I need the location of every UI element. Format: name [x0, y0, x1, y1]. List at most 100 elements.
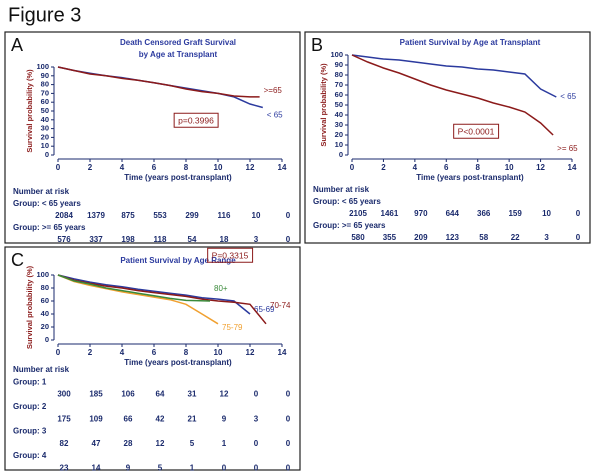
x-tick-label: 8 [184, 348, 189, 357]
figure-title: Figure 3 [8, 4, 81, 26]
risk-count: 0 [286, 390, 291, 399]
x-tick-label: 0 [56, 348, 61, 357]
survival-curve [57, 274, 219, 325]
survival-curve [57, 274, 267, 325]
panel-frame [304, 31, 591, 244]
y-tick-label: 30 [41, 124, 49, 133]
risk-count: 0 [576, 209, 581, 218]
risk-count: 3 [254, 414, 259, 423]
chart-title: Death Censored Graft Survival [120, 38, 236, 47]
y-tick-label: 0 [45, 335, 49, 344]
y-tick-label: 60 [41, 97, 49, 106]
risk-count: 355 [383, 233, 397, 242]
risk-count: 0 [254, 439, 259, 448]
x-tick-label: 6 [444, 163, 449, 172]
y-tick-label: 20 [335, 130, 343, 139]
risk-count: 198 [121, 235, 135, 244]
risk-count: 299 [185, 211, 199, 220]
y-tick-label: 10 [335, 140, 343, 149]
chart-title: Patient Survival by Age Range [120, 256, 236, 265]
survival-curve [351, 54, 557, 98]
x-tick-label: 6 [152, 348, 157, 357]
curve-label: >= 65 [557, 144, 578, 153]
risk-count: 66 [124, 414, 133, 423]
risk-count: 118 [154, 235, 167, 244]
panel-letter: A [11, 35, 23, 55]
risk-count: 5 [190, 439, 195, 448]
panel-letter: C [11, 250, 24, 270]
p-value-box [173, 112, 219, 128]
risk-count: 1461 [381, 209, 399, 218]
risk-table-title: Number at risk [13, 365, 70, 374]
risk-count: 3 [254, 235, 259, 244]
risk-group-label: Group: 4 [13, 451, 47, 460]
x-tick-label: 2 [88, 348, 93, 357]
y-tick-label: 60 [41, 296, 49, 305]
risk-group-label: Group: < 65 years [13, 199, 81, 208]
risk-count: 109 [89, 414, 103, 423]
curve-label: 65-69 [254, 305, 275, 314]
p-value-box [207, 247, 254, 263]
y-tick-label: 100 [330, 50, 343, 59]
risk-group-label: Group: < 65 years [313, 197, 381, 206]
y-tick-label: 30 [335, 120, 343, 129]
y-tick-label: 50 [41, 106, 49, 115]
risk-count: 580 [351, 233, 365, 242]
risk-count: 14 [92, 464, 101, 473]
x-tick-label: 12 [246, 348, 255, 357]
risk-count: 209 [414, 233, 428, 242]
x-tick-label: 14 [568, 163, 577, 172]
x-axis-label: Time (years post-transplant) [124, 173, 232, 182]
y-tick-label: 80 [41, 283, 49, 292]
risk-group-label: Group: 3 [13, 427, 47, 436]
x-tick-label: 6 [152, 163, 157, 172]
x-tick-label: 4 [413, 163, 418, 172]
risk-count: 0 [576, 233, 581, 242]
risk-count: 0 [222, 464, 227, 473]
x-tick-label: 14 [278, 348, 287, 357]
p-value-box [453, 123, 500, 139]
risk-count: 970 [414, 209, 428, 218]
risk-count: 185 [89, 390, 103, 399]
risk-count: 175 [57, 414, 71, 423]
risk-count: 82 [60, 439, 69, 448]
risk-count: 47 [92, 439, 101, 448]
y-tick-label: 10 [41, 141, 49, 150]
curve-label: < 65 [560, 92, 576, 101]
x-tick-label: 12 [536, 163, 545, 172]
y-tick-label: 100 [36, 62, 49, 71]
risk-count: 337 [89, 235, 103, 244]
risk-count: 300 [57, 390, 71, 399]
y-tick-label: 0 [339, 150, 343, 159]
risk-count: 64 [156, 390, 165, 399]
risk-count: 9 [222, 414, 227, 423]
p-value: p=0.3996 [178, 115, 214, 125]
risk-count: 0 [286, 439, 291, 448]
chart-title: by Age at Transplant [139, 50, 218, 59]
risk-count: 18 [220, 235, 229, 244]
risk-count: 106 [121, 390, 135, 399]
risk-count: 58 [479, 233, 488, 242]
risk-count: 22 [511, 233, 520, 242]
y-tick-label: 40 [41, 309, 49, 318]
y-tick-label: 20 [41, 322, 49, 331]
risk-count: 2105 [349, 209, 367, 218]
y-axis-label: Survival probability (%) [25, 69, 34, 153]
risk-count: 5 [158, 464, 163, 473]
risk-count: 0 [254, 464, 259, 473]
risk-group-label: Group: >= 65 years [13, 223, 86, 232]
curve-label: >=65 [264, 86, 283, 95]
risk-group-label: Group: 2 [13, 402, 47, 411]
y-tick-label: 20 [41, 132, 49, 141]
y-tick-label: 100 [36, 270, 49, 279]
x-tick-label: 8 [184, 163, 189, 172]
panel-frame [4, 246, 301, 471]
risk-count: 0 [286, 464, 291, 473]
risk-count: 10 [542, 209, 551, 218]
risk-group-label: Group: 1 [13, 377, 47, 386]
y-tick-label: 50 [335, 100, 343, 109]
risk-count: 0 [286, 235, 291, 244]
survival-curve [57, 274, 251, 315]
curve-label: < 65 [267, 111, 283, 120]
y-tick-label: 90 [335, 60, 343, 69]
